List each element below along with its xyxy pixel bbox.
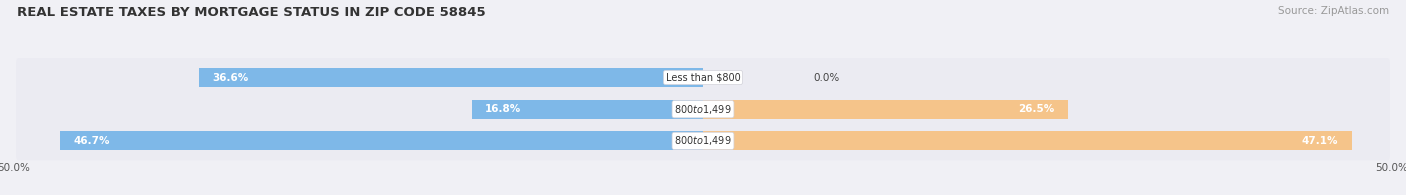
Text: Less than $800: Less than $800: [665, 73, 741, 82]
Text: 47.1%: 47.1%: [1302, 136, 1339, 146]
Bar: [703, 131, 1353, 150]
Bar: [471, 100, 703, 119]
Text: 26.5%: 26.5%: [1018, 104, 1054, 114]
Text: $800 to $1,499: $800 to $1,499: [675, 134, 731, 147]
Text: 0.0%: 0.0%: [813, 73, 839, 82]
Text: 16.8%: 16.8%: [485, 104, 522, 114]
Text: REAL ESTATE TAXES BY MORTGAGE STATUS IN ZIP CODE 58845: REAL ESTATE TAXES BY MORTGAGE STATUS IN …: [17, 6, 485, 19]
Bar: [198, 68, 703, 87]
Bar: [59, 131, 703, 150]
Bar: [703, 100, 1069, 119]
FancyBboxPatch shape: [15, 58, 1391, 97]
FancyBboxPatch shape: [15, 121, 1391, 160]
Text: 36.6%: 36.6%: [212, 73, 249, 82]
FancyBboxPatch shape: [15, 90, 1391, 129]
Text: $800 to $1,499: $800 to $1,499: [675, 103, 731, 116]
Text: 46.7%: 46.7%: [73, 136, 110, 146]
Text: Source: ZipAtlas.com: Source: ZipAtlas.com: [1278, 6, 1389, 16]
